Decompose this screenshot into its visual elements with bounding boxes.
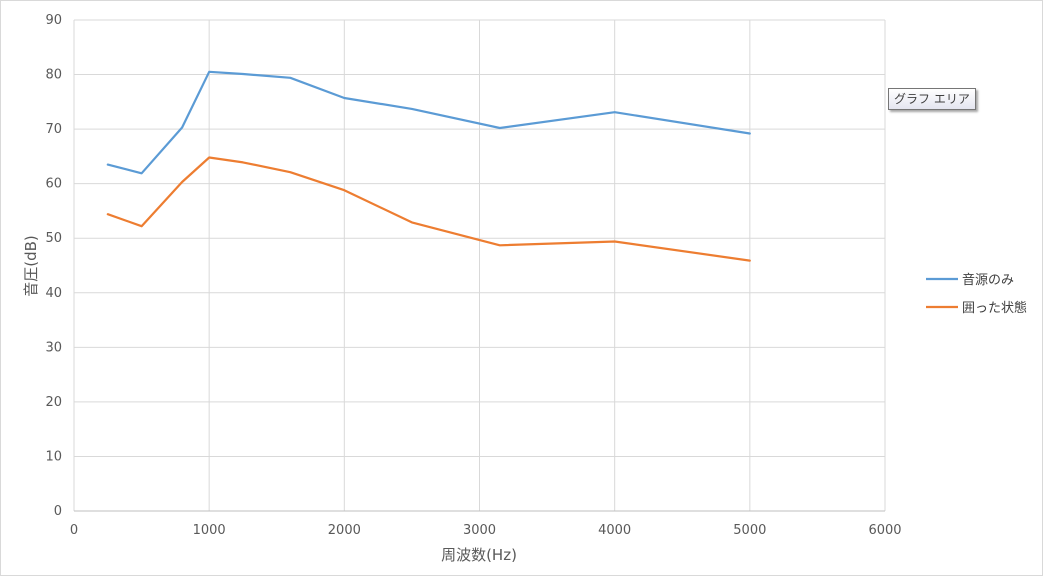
- tick-labels: 0 10 20 30 40 50 60 70 80 90 0 1000 2000 3000 4000 5000…: [45, 13, 901, 538]
- x-tick-label: 6000: [868, 523, 901, 538]
- y-axis-title: 音圧(dB): [22, 235, 40, 297]
- x-axis-title: 周波数(Hz): [441, 546, 517, 564]
- x-tick-label: 1000: [193, 523, 226, 538]
- x-tick-label: 3000: [463, 523, 496, 538]
- x-tick-label: 5000: [733, 523, 766, 538]
- y-tick-label: 90: [45, 13, 62, 28]
- y-tick-label: 0: [54, 504, 62, 519]
- y-tick-label: 30: [45, 340, 62, 355]
- x-tick-label: 2000: [328, 523, 361, 538]
- y-tick-label: 40: [45, 286, 62, 301]
- plot-series: [106, 70, 751, 262]
- series-line-2[interactable]: [106, 156, 751, 262]
- legend-label-1: 音源のみ: [962, 272, 1014, 288]
- gridlines: [73, 19, 886, 512]
- y-tick-label: 20: [45, 395, 62, 410]
- x-tick-label: 0: [70, 523, 78, 538]
- y-tick-label: 60: [45, 177, 62, 192]
- y-tick-label: 80: [45, 68, 62, 83]
- y-tick-label: 50: [45, 231, 62, 246]
- y-tick-label: 70: [45, 122, 62, 137]
- series-line-1[interactable]: [106, 70, 751, 175]
- x-tick-label: 4000: [598, 523, 631, 538]
- legend-label-2: 囲った状態: [962, 300, 1027, 316]
- y-tick-label: 10: [45, 449, 62, 464]
- chart-area-tooltip: グラフ エリア: [888, 88, 976, 110]
